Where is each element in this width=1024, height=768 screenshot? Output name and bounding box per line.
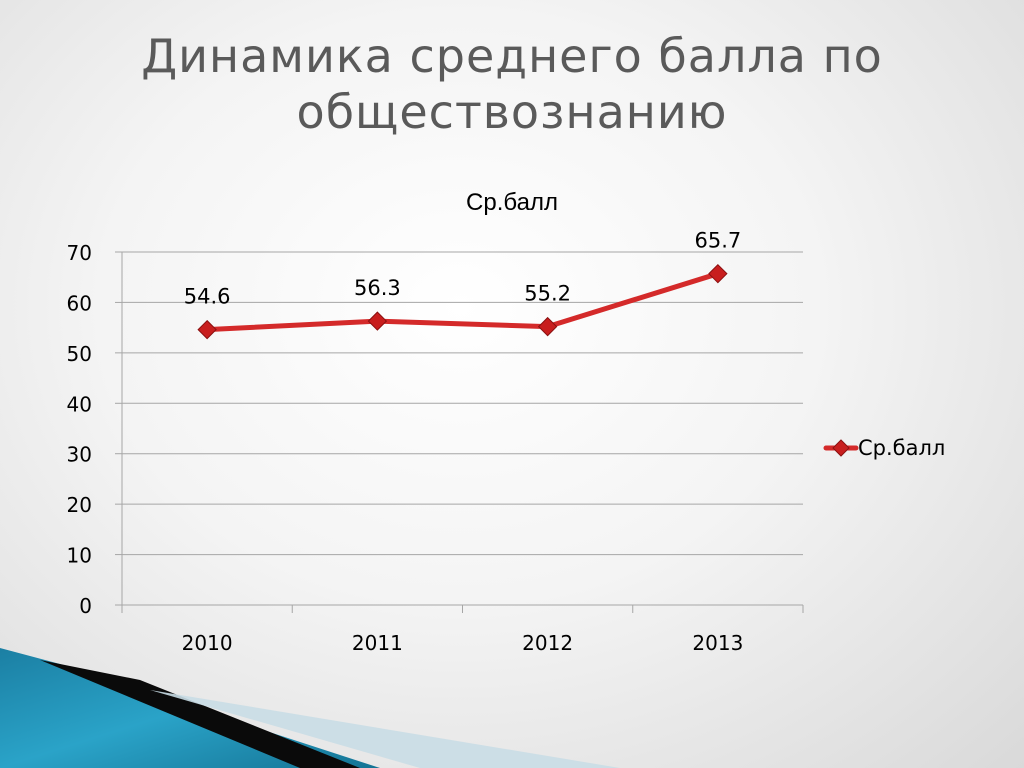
series-point bbox=[537, 316, 558, 337]
legend-marker bbox=[832, 439, 850, 457]
y-tick-label: 10 bbox=[67, 544, 92, 568]
y-tick-label: 70 bbox=[67, 241, 92, 265]
x-tick-label: 2013 bbox=[692, 631, 743, 655]
y-tick-label: 40 bbox=[67, 392, 92, 416]
data-label: 54.6 bbox=[184, 285, 231, 309]
swoosh-light bbox=[150, 690, 620, 768]
legend: Ср.балл bbox=[823, 436, 945, 460]
series-layer: 54.6 56.3 55.2 65.7 bbox=[184, 229, 741, 340]
y-tick-label: 20 bbox=[67, 493, 92, 517]
series-point bbox=[197, 319, 217, 340]
y-tick-label: 30 bbox=[67, 443, 92, 467]
y-tick-label: 60 bbox=[67, 291, 92, 315]
series-line bbox=[204, 271, 721, 333]
slide-title-line-1: Динамика среднего балла по bbox=[141, 29, 883, 83]
series-point bbox=[708, 263, 728, 284]
x-tick-label: 2012 bbox=[522, 631, 573, 655]
data-label: 55.2 bbox=[524, 282, 571, 306]
chart-title: Ср.балл bbox=[466, 189, 558, 216]
axes: 0 10 20 30 40 50 60 70 2010 2011 2012 2013 bbox=[67, 241, 804, 655]
slide-title: Динамика среднего балла по обществознани… bbox=[0, 28, 1024, 140]
data-label: 56.3 bbox=[354, 276, 401, 300]
data-label: 65.7 bbox=[694, 229, 741, 253]
swoosh-black bbox=[40, 660, 360, 768]
series-point bbox=[367, 311, 388, 331]
y-tick-label: 50 bbox=[67, 342, 92, 366]
x-tick-label: 2011 bbox=[352, 631, 403, 655]
slide-title-line-2: обществознанию bbox=[296, 85, 728, 139]
legend-label: Ср.балл bbox=[858, 436, 945, 460]
x-tick-label: 2010 bbox=[182, 631, 233, 655]
gridlines bbox=[122, 251, 803, 556]
y-tick-label: 0 bbox=[79, 594, 92, 618]
